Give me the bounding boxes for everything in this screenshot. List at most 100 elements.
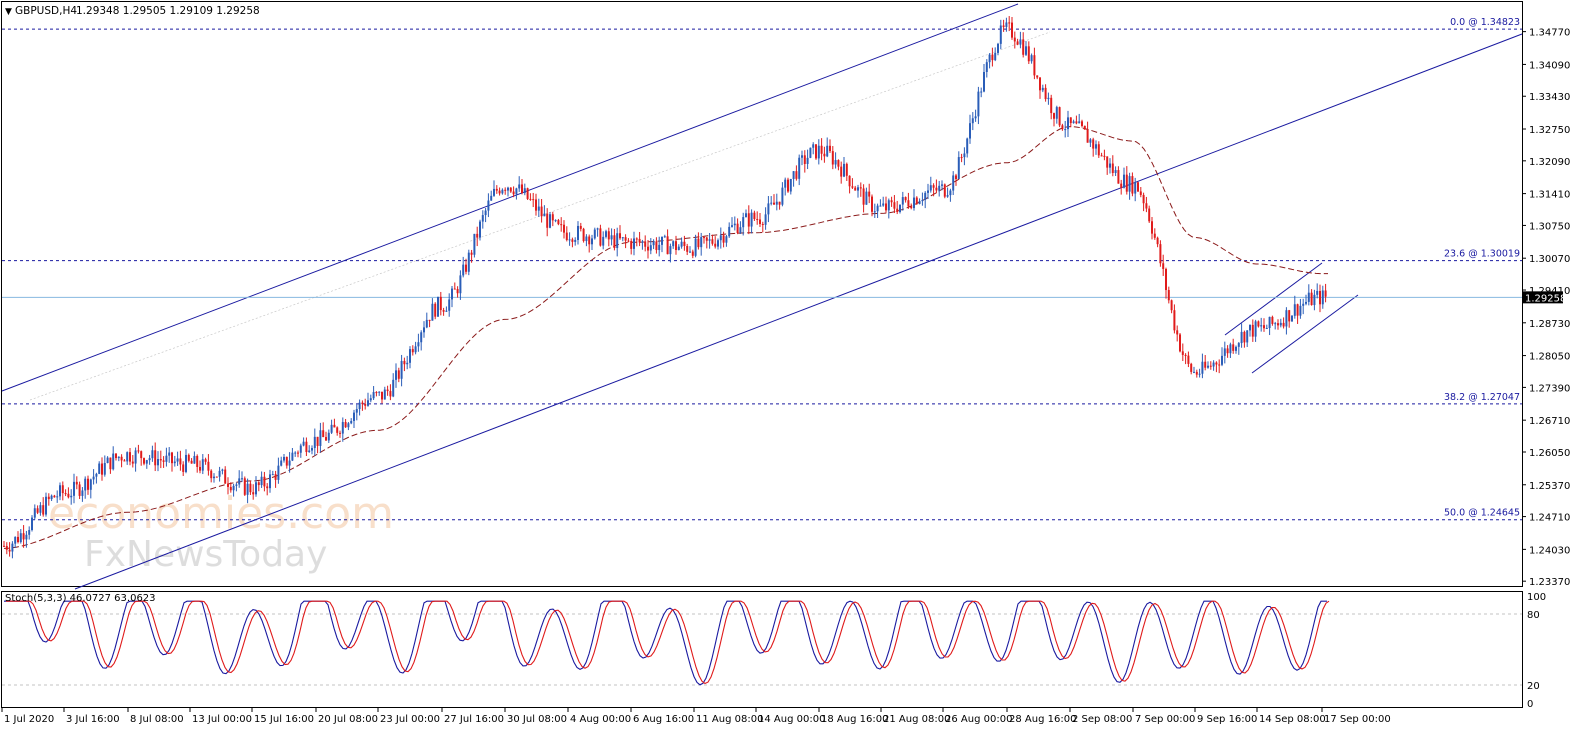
candle-bear [1195,369,1198,378]
y-tick-label: 1.34770 [1529,28,1570,39]
candle-bull [775,193,778,211]
candle-bull [974,109,977,122]
candle-bull [929,176,932,193]
candle-bull [1307,284,1310,306]
candle-bear [588,234,591,253]
price-axis[interactable]: 1.34770 1.34090 1.33430 1.32750 1.32090 1.314… [1522,28,1570,589]
x-tick-label: 2 Sep 08:00 [1072,714,1132,725]
candle-bull [1246,330,1249,347]
candle-bull [918,198,921,205]
candle-bear [109,457,112,474]
candle-bull [1305,294,1307,306]
x-tick-label: 14 Aug 00:00 [758,714,825,725]
candle-bull [151,445,154,462]
candle-bull [798,154,801,186]
candle-bull [812,142,815,155]
candle-bull [308,445,311,453]
candle-bear [8,542,11,557]
y-tick-label: 1.27390 [1529,383,1570,394]
candle-bear [666,229,669,255]
candle-bull [1291,314,1293,322]
candle-bull [596,227,599,237]
candle-bear [162,456,165,468]
candle-bull [789,178,792,195]
y-tick-label: 1.26050 [1529,448,1570,459]
candle-bear [1097,141,1100,158]
candle-bear [795,165,798,181]
candle-bull [857,184,859,198]
stochastic-panel [2,600,1522,686]
candle-bear [1117,166,1120,184]
candle-bear [1243,330,1246,348]
candle-bear [571,237,574,248]
candle-bear [182,461,185,476]
candle-bull [260,471,263,488]
candle-bull [641,239,644,250]
candle-bear [252,484,255,500]
candle-bull [616,227,619,257]
time-axis[interactable]: 1 Jul 2020 3 Jul 16:00 8 Jul 08:00 13 Jul 0… [1,708,1391,725]
candle-bear [1039,77,1041,99]
candle-bull [176,451,179,466]
candle-bear [722,231,725,248]
candle-bear [686,243,689,256]
x-tick-label: 18 Aug 16:00 [821,714,888,725]
candle-bear [1173,304,1176,334]
candle-bull [45,492,47,517]
candle-bull [577,221,579,245]
candle-bear [932,183,935,197]
candle-bull [269,469,271,493]
candle-bull [1268,316,1271,336]
candle-bull [1025,41,1027,56]
candle-bear [204,457,207,465]
candle-bear [224,466,227,484]
candle-bull [1302,298,1305,315]
candle-bull [733,216,736,231]
x-tick-label: 26 Aug 00:00 [945,714,1012,725]
candle-bull [134,447,137,472]
candle-bear [1162,254,1165,276]
candle-bull [952,171,955,196]
candle-bear [557,218,560,226]
candle-bull [663,234,666,238]
candle-bear [526,187,529,201]
y-tick-label: 1.30070 [1529,254,1570,265]
stoch-axis-80: 80 [1527,610,1540,621]
candle-bull [887,198,890,219]
candle-bull [392,373,395,398]
candle-bear [915,196,918,205]
candle-bear [619,225,621,240]
candle-bear [1257,320,1260,328]
candle-bull [1128,172,1131,200]
candle-bull [994,47,997,62]
candle-bear [851,178,854,189]
candle-bear [815,144,817,160]
candle-bull [409,346,411,369]
candle-bear [1022,32,1025,58]
candle-bull [302,437,305,447]
candle-bull [112,446,115,471]
candle-bull [70,489,73,505]
candle-bull [1321,285,1324,309]
fib-level-label: 0.0 @ 1.34823 [1450,17,1520,28]
candle-bull [949,188,952,202]
candle-bull [924,191,927,209]
candle-bull [728,222,731,238]
candle-bear [227,477,229,495]
candle-bear [498,187,501,196]
candle-bear [1251,319,1254,342]
candle-bear [1120,179,1123,195]
candle-bear [64,489,67,497]
candle-bear [1016,38,1019,46]
candle-bear [453,282,456,290]
candle-bull [817,139,820,165]
candle-bull [255,476,257,497]
x-tick-label: 3 Jul 16:00 [66,714,120,725]
candle-bull [1299,298,1302,319]
candle-bull [1114,166,1117,177]
candle-bear [78,481,81,500]
candle-bear [1125,166,1128,195]
candle-bear [845,162,848,181]
candle-bull [238,470,241,488]
